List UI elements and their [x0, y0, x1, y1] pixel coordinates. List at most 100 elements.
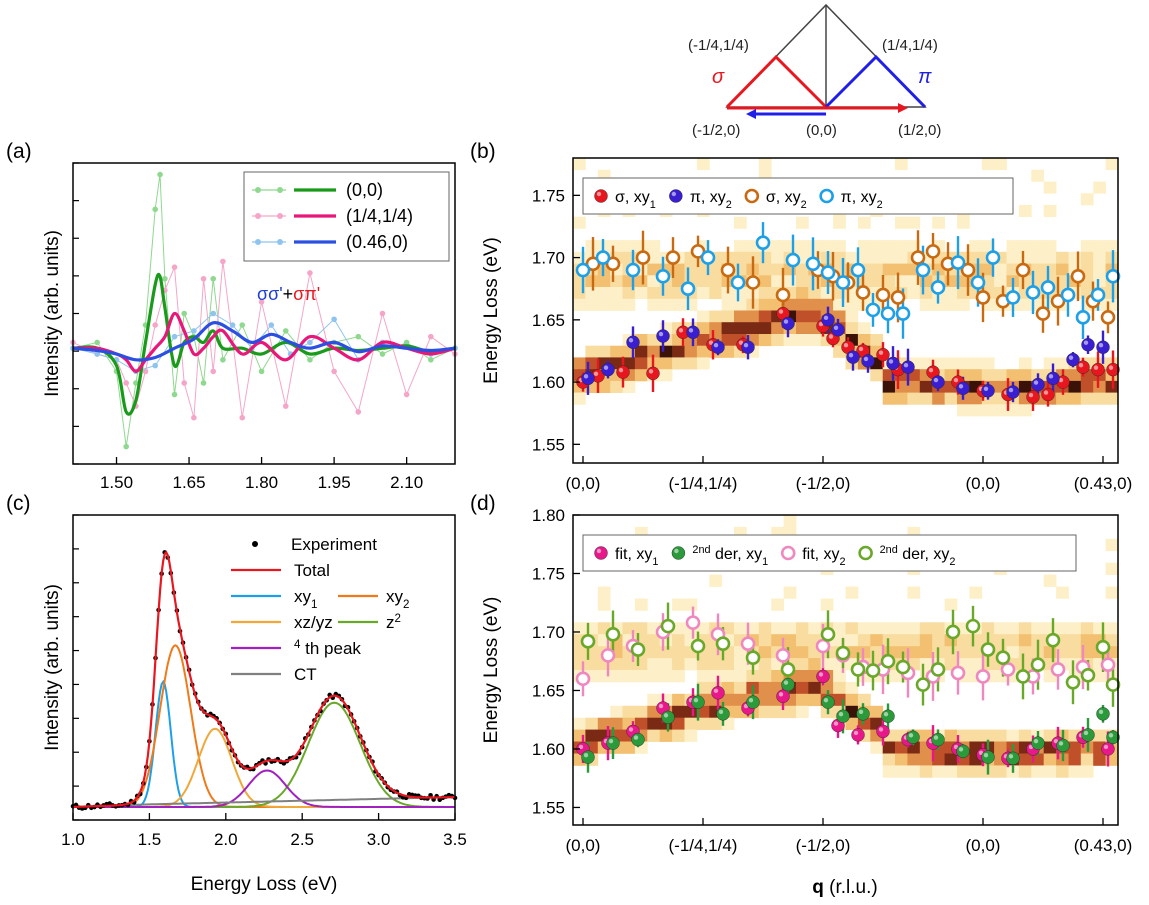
d-heatmap-cell: [659, 658, 673, 671]
d-series-2-hollow-point: [600, 648, 616, 663]
d-legend-marker-point-highlight: [674, 548, 679, 554]
d-heatmap-cell: [734, 622, 747, 635]
a-raw-point-2: [94, 351, 100, 357]
b-series-0-point-highlight: [778, 309, 784, 314]
d-heatmap-cell: [1056, 586, 1069, 599]
b-series-3-hollow-point: [865, 302, 881, 318]
b-heatmap-cell: [696, 334, 710, 347]
a-raw-point-0: [162, 275, 168, 282]
b-heatmap-cell: [1093, 380, 1106, 393]
b-heatmap-cell: [1080, 193, 1094, 206]
b-heatmap-cell: [907, 216, 921, 229]
d-legend-marker-filled-point: [594, 546, 608, 560]
d-heatmap-cell: [919, 765, 933, 778]
d-heatmap-cell: [734, 681, 747, 695]
b-heatmap-cell: [610, 380, 623, 393]
d-series-3-hollow-point: [1045, 632, 1061, 648]
schematic-pi-label: π: [918, 66, 932, 88]
b-heatmap-cell: [1006, 251, 1020, 264]
b-heatmap-cell: [1056, 357, 1069, 370]
b-heatmap-cell: [895, 216, 908, 229]
d-heatmap-cell: [808, 693, 822, 707]
d-series-0-filled-point: [876, 724, 890, 739]
b-heatmap-cell: [659, 357, 673, 370]
d-heatmap-cell: [1093, 753, 1106, 766]
d-series-3-hollow-point: [965, 618, 981, 634]
a-raw-point-2: [210, 310, 217, 317]
d-heatmap-cell: [808, 622, 822, 635]
d-heatmap-cell: [1018, 634, 1032, 647]
d-heatmap-cell: [808, 681, 822, 695]
a-raw-point-1: [379, 310, 386, 317]
b-heatmap-cell: [1105, 158, 1119, 171]
c-xtick-label: 3.0: [367, 830, 391, 849]
d-heatmap-cell: [758, 658, 772, 671]
d-heatmap-cell: [634, 598, 648, 611]
b-heatmap-cell: [1018, 275, 1032, 288]
b-heatmap-cell: [919, 287, 933, 300]
d-heatmap-cell: [944, 598, 958, 611]
c-legend-label: xy2: [386, 587, 409, 611]
b-heatmap-cell: [783, 334, 797, 347]
b-series-1-filled-point: [831, 323, 845, 337]
a-xtick-label: 2.10: [390, 473, 423, 492]
b-heatmap-cell: [981, 369, 995, 382]
pi-arrowhead: [746, 109, 756, 119]
b-heatmap-cell: [758, 251, 772, 264]
d-heatmap-cell: [684, 598, 698, 611]
c-legend-label: z2: [386, 613, 401, 632]
b-heatmap-cell: [969, 357, 983, 370]
b-series-3-hollow-point: [655, 268, 671, 284]
b-heatmap-cell: [944, 392, 958, 405]
d-heatmap-cell: [622, 705, 636, 719]
a-raw-point-1: [181, 380, 188, 386]
d-legend-label: fit, xy2: [802, 546, 845, 568]
d-heatmap-cell: [610, 658, 623, 671]
d-series-3-hollow-point: [1105, 677, 1121, 692]
d-heatmap-cell: [870, 634, 884, 647]
d-series-3-hollow-point: [995, 650, 1011, 666]
b-heatmap-cell: [820, 298, 834, 311]
b-series-0-point-highlight: [878, 350, 884, 355]
b-heatmap-cell: [1043, 263, 1057, 276]
d-series-3-hollow-point: [580, 634, 596, 649]
b-series-1-point-highlight: [903, 362, 909, 368]
d-heatmap-cell: [696, 670, 710, 683]
b-series-0-point-highlight: [828, 334, 834, 339]
b-series-2-hollow-point: [960, 262, 976, 278]
b-series-0-filled-point: [616, 365, 630, 379]
d-heatmap-cell: [672, 729, 685, 742]
b-heatmap-cell: [944, 275, 958, 288]
b-ytick-label: 1.75: [532, 186, 565, 205]
b-heatmap-cell: [796, 240, 809, 253]
c-xlabel: Energy Loss (eV): [191, 874, 338, 895]
b-heatmap-cell: [1093, 263, 1106, 276]
b-series-3-hollow-point: [700, 250, 716, 265]
a-raw-point-0: [210, 275, 217, 282]
c-legend-label: CT: [294, 665, 317, 684]
d-series-0-point-highlight: [953, 744, 959, 750]
b-heatmap-cell: [907, 392, 921, 405]
d-heatmap-cell: [1018, 765, 1032, 778]
d-series-0-point-highlight: [1103, 744, 1109, 750]
c-ylabel: Intensity (arb. units): [42, 584, 63, 751]
d-series-3-hollow-point: [865, 663, 881, 678]
b-heatmap-cell: [833, 216, 846, 229]
b-series-0-point-highlight: [843, 343, 849, 348]
d-heatmap-cell: [783, 586, 797, 599]
a-raw-point-0: [220, 357, 226, 363]
d-heatmap-cell: [709, 574, 723, 587]
b-series-2-hollow-point: [1015, 262, 1031, 278]
d-heatmap-cell: [1056, 765, 1069, 778]
b-series-2-hollow-point: [745, 275, 761, 290]
d-series-2-hollow-point: [815, 638, 831, 654]
d-heatmap-cell: [1068, 622, 1082, 635]
b-heatmap-cell: [758, 287, 772, 300]
b-series-1-filled-point: [846, 350, 860, 364]
b-heatmap-cell: [696, 287, 710, 300]
b-heatmap-cell: [734, 240, 747, 253]
d-heatmap-cell: [647, 717, 661, 730]
b-series-1-point-highlight: [783, 319, 789, 324]
d-heatmap-cell: [845, 634, 859, 647]
b-heatmap-cell: [1006, 263, 1020, 276]
